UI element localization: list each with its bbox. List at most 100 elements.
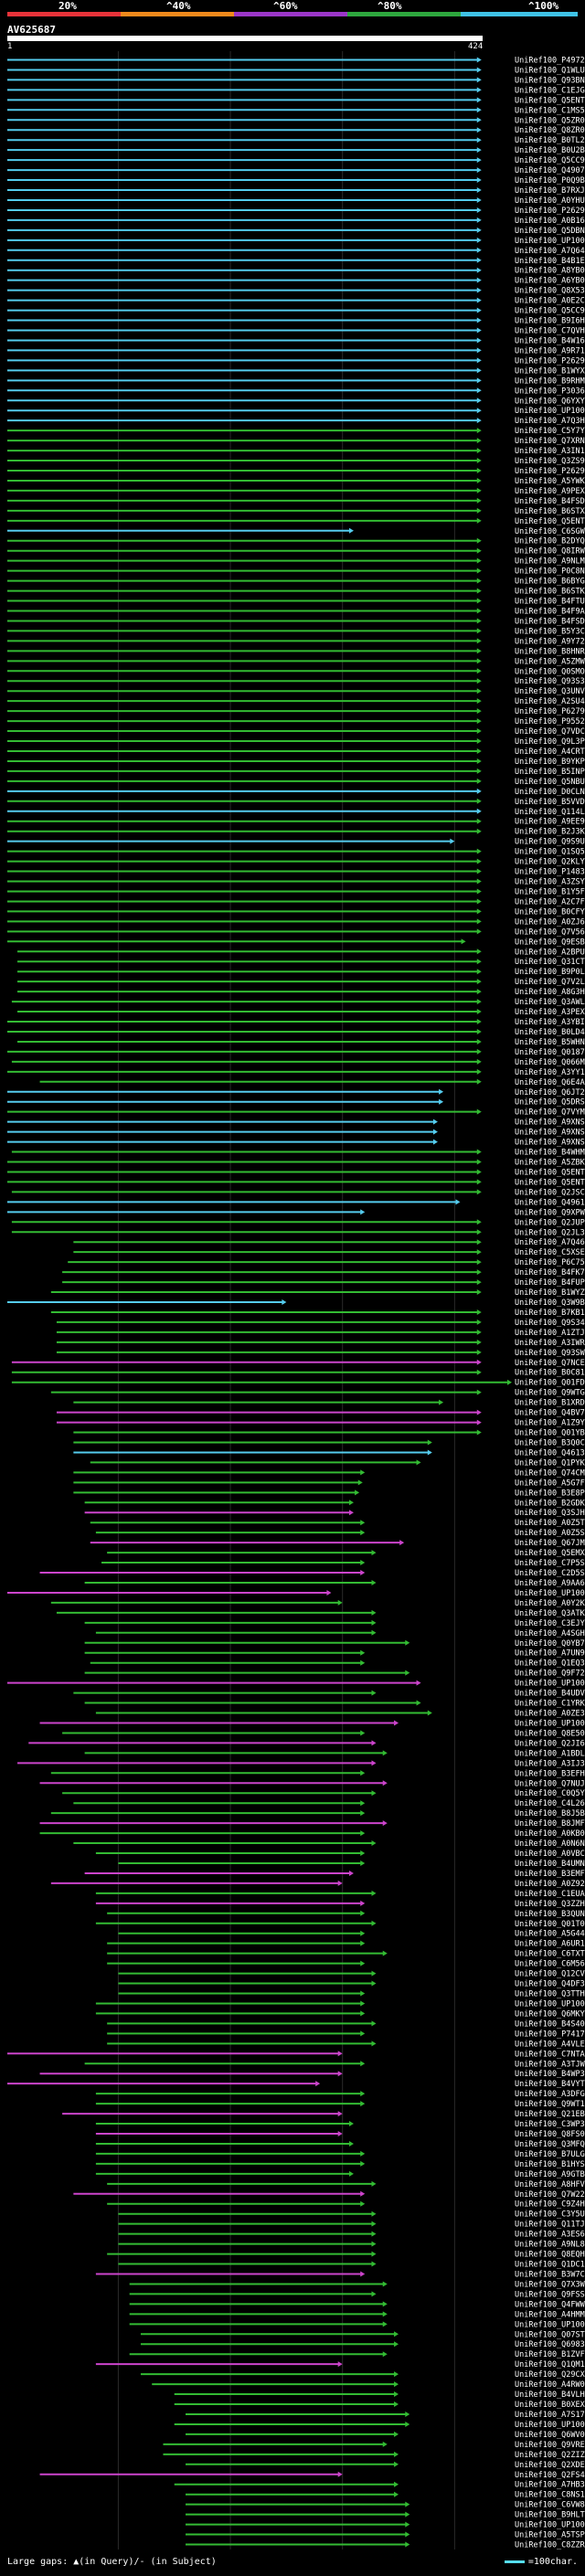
- hit-label[interactable]: UniRef100_A8YB00: [515, 267, 585, 276]
- hit-label[interactable]: UniRef100_Q49611: [515, 1198, 585, 1207]
- hit-label[interactable]: UniRef100_Q3TTH0: [515, 1990, 585, 1999]
- hit-label[interactable]: UniRef100_A3PEX4: [515, 1008, 585, 1017]
- hit-row[interactable]: UniRef100_B4VLH0: [174, 2390, 585, 2400]
- hit-label[interactable]: UniRef100_Q3W9B9: [515, 1299, 585, 1308]
- hit-label[interactable]: UniRef100_B5Y3C9: [515, 627, 585, 636]
- hit-label[interactable]: UniRef100_Q46136: [515, 1448, 585, 1458]
- hit-row[interactable]: UniRef100_C3EJY1: [84, 1619, 585, 1628]
- hit-label[interactable]: UniRef100_Q01YB6: [515, 1429, 585, 1438]
- hit-row[interactable]: UniRef100_A2C7F6: [7, 897, 585, 906]
- hit-row[interactable]: UniRef100_Q1PYK8: [90, 1458, 585, 1468]
- hit-label[interactable]: UniRef100_Q9S9U4: [515, 838, 585, 847]
- hit-row[interactable]: UniRef100_B0C816: [11, 1369, 585, 1378]
- hit-row[interactable]: UniRef100_Q67JM2: [90, 1539, 585, 1548]
- hit-row[interactable]: UniRef100_B5VVD5: [7, 798, 585, 807]
- hit-label[interactable]: UniRef100_UP1000...: [515, 1719, 585, 1728]
- hit-row[interactable]: UniRef100_B8HNR1: [7, 647, 585, 656]
- hit-label[interactable]: UniRef100_B4VYT6: [515, 2080, 585, 2089]
- hit-row[interactable]: UniRef100_P62794: [7, 707, 585, 716]
- hit-row[interactable]: UniRef100_Q9L3P9: [7, 737, 585, 747]
- hit-label[interactable]: UniRef100_UP1000...: [515, 2421, 585, 2430]
- hit-label[interactable]: UniRef100_Q5EMX6: [515, 1549, 585, 1558]
- hit-label[interactable]: UniRef100_UP1000...: [515, 407, 585, 416]
- hit-label[interactable]: UniRef100_Q7NUJ1: [515, 1779, 585, 1788]
- hit-row[interactable]: UniRef100_Q0YB77: [84, 1639, 585, 1648]
- hit-row[interactable]: UniRef100_Q49078: [7, 166, 585, 175]
- hit-row[interactable]: UniRef100_Q6YXY7: [7, 397, 585, 406]
- hit-label[interactable]: UniRef100_B4B1E0: [515, 257, 585, 266]
- hit-row[interactable]: UniRef100_Q5ENT7: [7, 517, 585, 526]
- hit-label[interactable]: UniRef100_B1WYX3: [515, 366, 585, 376]
- hit-label[interactable]: UniRef100_C3Y5U2: [515, 2210, 585, 2220]
- hit-label[interactable]: UniRef100_C5XSE3: [515, 1248, 585, 1257]
- hit-label[interactable]: UniRef100_Q2JSC0: [515, 1188, 585, 1197]
- hit-label[interactable]: UniRef100_A0ZE39: [515, 1710, 585, 1719]
- hit-row[interactable]: UniRef100_UP1000...: [174, 2421, 585, 2430]
- hit-label[interactable]: UniRef100_C6M564: [515, 1960, 585, 1969]
- hit-row[interactable]: UniRef100_A0E2C0: [7, 297, 585, 306]
- hit-row[interactable]: UniRef100_C6M564: [107, 1960, 585, 1969]
- hit-row[interactable]: UniRef100_A7UN93: [84, 1649, 585, 1659]
- hit-label[interactable]: UniRef100_B0U2B7: [515, 146, 585, 155]
- hit-row[interactable]: UniRef100_B0XEX7: [174, 2401, 585, 2410]
- hit-label[interactable]: UniRef100_Q01872: [515, 1048, 585, 1057]
- hit-row[interactable]: UniRef100_P95521: [7, 717, 585, 726]
- hit-row[interactable]: UniRef100_B4W168: [7, 336, 585, 345]
- hit-label[interactable]: UniRef100_C5Y7Y4: [515, 427, 585, 436]
- hit-row[interactable]: UniRef100_Q2JL39: [11, 1228, 585, 1237]
- hit-label[interactable]: UniRef100_UP1000...: [515, 1589, 585, 1598]
- hit-label[interactable]: UniRef100_A0Z5S2: [515, 1529, 585, 1538]
- hit-label[interactable]: UniRef100_A3ES61: [515, 2231, 585, 2240]
- hit-row[interactable]: UniRef100_A9XNS4: [7, 1129, 585, 1138]
- hit-label[interactable]: UniRef100_P0C8N8: [515, 567, 585, 577]
- hit-label[interactable]: UniRef100_Q8FS00: [515, 2130, 585, 2139]
- hit-row[interactable]: UniRef100_Q01YB6: [73, 1429, 585, 1438]
- hit-label[interactable]: UniRef100_P26291: [515, 467, 585, 476]
- hit-row[interactable]: UniRef100_Q9S346: [56, 1319, 585, 1328]
- hit-label[interactable]: UniRef100_A2BPU5: [515, 948, 585, 957]
- hit-row[interactable]: UniRef100_B4FSD7: [7, 617, 585, 626]
- hit-label[interactable]: UniRef100_Q9WT1: [515, 2100, 585, 2109]
- hit-label[interactable]: UniRef100_B3W7C3: [515, 2270, 585, 2279]
- hit-label[interactable]: UniRef100_B4WHM1: [515, 1149, 585, 1158]
- hit-row[interactable]: UniRef100_Q2XDE3: [186, 2461, 585, 2470]
- hit-label[interactable]: UniRef100_B1XRD2: [515, 1399, 585, 1408]
- hit-row[interactable]: UniRef100_Q7X3W4: [129, 2280, 585, 2289]
- hit-label[interactable]: UniRef100_Q9F722: [515, 1670, 585, 1679]
- hit-label[interactable]: UniRef100_B7RXJ1: [515, 186, 585, 196]
- hit-row[interactable]: UniRef100_UP1000...: [186, 2521, 585, 2530]
- hit-label[interactable]: UniRef100_Q12CV9: [515, 1970, 585, 1979]
- hit-row[interactable]: UniRef100_A0Y2K2: [50, 1599, 585, 1608]
- hit-row[interactable]: UniRef100_B7RXJ1: [7, 186, 585, 196]
- hit-row[interactable]: UniRef100_Q066M2: [11, 1058, 585, 1067]
- hit-row[interactable]: UniRef100_B1WYZ4: [50, 1288, 585, 1298]
- hit-row[interactable]: UniRef100_B6STX5: [7, 507, 585, 516]
- hit-row[interactable]: UniRef100_B7KB18: [50, 1309, 585, 1318]
- hit-label[interactable]: UniRef100_Q5ENT6: [515, 96, 585, 105]
- hit-label[interactable]: UniRef100_B6STX5: [515, 507, 585, 516]
- hit-row[interactable]: UniRef100_Q3W9B9: [7, 1299, 585, 1308]
- hit-label[interactable]: UniRef100_Q21EB6: [515, 2110, 585, 2119]
- hit-row[interactable]: UniRef100_A0KB05: [39, 1829, 585, 1839]
- hit-row[interactable]: UniRef100_A6YB01: [7, 277, 585, 286]
- hit-label[interactable]: UniRef100_A4CRT3: [515, 747, 585, 757]
- hit-row[interactable]: UniRef100_P26291: [7, 467, 585, 476]
- hit-label[interactable]: UniRef100_Q3ZS90: [515, 457, 585, 466]
- hit-label[interactable]: UniRef100_B4F9A4: [515, 607, 585, 616]
- hit-row[interactable]: UniRef100_Q9VRE5: [163, 2441, 585, 2450]
- hit-row[interactable]: UniRef100_B4FUP2: [62, 1278, 585, 1288]
- hit-row[interactable]: UniRef100_A4SGH3: [95, 1629, 585, 1638]
- hit-label[interactable]: UniRef100_Q01FD0: [515, 1379, 585, 1388]
- hit-row[interactable]: UniRef100_Q114L6: [7, 808, 585, 817]
- hit-row[interactable]: UniRef100_Q93S30: [7, 677, 585, 686]
- hit-row[interactable]: UniRef100_A3IWR7: [56, 1339, 585, 1348]
- hit-label[interactable]: UniRef100_P0Q9B0: [515, 176, 585, 186]
- hit-label[interactable]: UniRef100_Q2ZIZ3: [515, 2451, 585, 2460]
- hit-row[interactable]: UniRef100_A9GTB7: [95, 2170, 585, 2179]
- hit-row[interactable]: UniRef100_B8JMF9: [39, 1819, 585, 1829]
- hit-label[interactable]: UniRef100_A9EE94: [515, 818, 585, 827]
- hit-label[interactable]: UniRef100_B9I6H7: [515, 317, 585, 326]
- hit-label[interactable]: UniRef100_A5ZBK0: [515, 1159, 585, 1168]
- hit-label[interactable]: UniRef100_Q2FS44: [515, 2471, 585, 2480]
- hit-row[interactable]: UniRef100_B4UDV0: [73, 1690, 585, 1699]
